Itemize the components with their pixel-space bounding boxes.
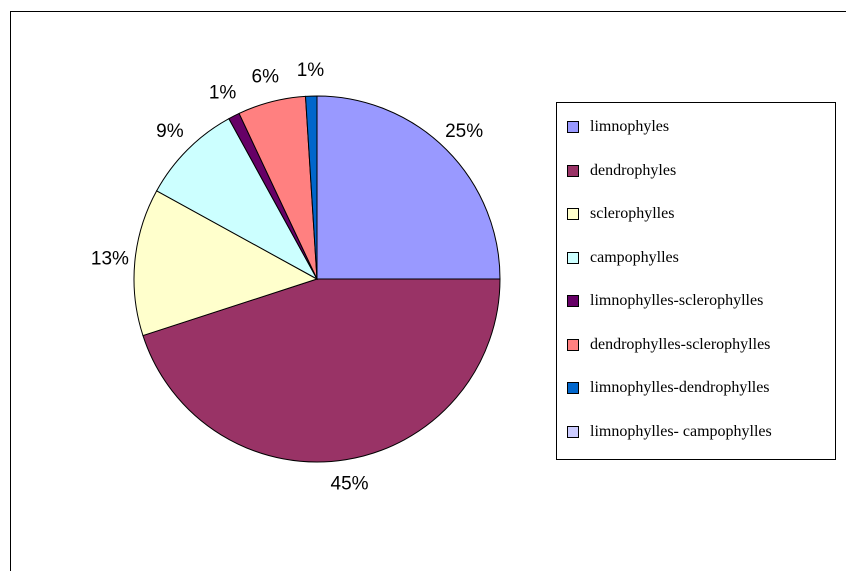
legend-item-6: limnophylles-dendrophylles bbox=[567, 377, 770, 399]
legend-item-1: dendrophyles bbox=[567, 160, 676, 182]
pie-chart: 25% 45% 13% 9% 1% 6% 1% bbox=[91, 60, 501, 494]
legend-item-4: limnophylles-sclerophylles bbox=[567, 290, 763, 312]
legend-swatch-6 bbox=[567, 382, 579, 394]
pie-slice-2 bbox=[133, 190, 319, 337]
legend-item-2: sclerophylles bbox=[567, 203, 674, 225]
data-label-3: 9% bbox=[156, 121, 184, 142]
data-label-6: 1% bbox=[297, 60, 325, 81]
data-label-0: 25% bbox=[445, 121, 483, 142]
data-label-4: 1% bbox=[209, 83, 237, 104]
legend-item-3: campophylles bbox=[567, 247, 679, 269]
legend-swatch-3 bbox=[567, 251, 579, 264]
legend-label-4: limnophylles-sclerophylles bbox=[590, 292, 764, 309]
legend-label-5: dendrophylles-sclerophylles bbox=[590, 335, 771, 353]
legend-swatch-2 bbox=[567, 208, 579, 220]
data-label-5: 6% bbox=[252, 67, 280, 88]
legend-swatch-5 bbox=[567, 338, 579, 351]
chart-area bbox=[10, 11, 846, 571]
pie-labels: 25% 45% 13% 9% 1% 6% 1% bbox=[91, 60, 483, 494]
legend-label-6: limnophylles-dendrophylles bbox=[590, 379, 770, 396]
legend-swatch-0 bbox=[567, 121, 579, 133]
pie-slice-3 bbox=[155, 117, 319, 281]
legend-item-7: limnophylles- campophylles bbox=[567, 421, 772, 443]
pie-slice-0 bbox=[316, 95, 501, 280]
legend-item-0: limnophyles bbox=[567, 116, 669, 138]
data-label-1: 45% bbox=[331, 473, 369, 494]
pie-slices bbox=[133, 95, 501, 463]
pie-slice-6 bbox=[304, 95, 318, 280]
legend-swatch-1 bbox=[567, 164, 579, 177]
legend-item-5: dendrophylles-sclerophylles bbox=[567, 334, 770, 356]
pie-slice-1 bbox=[142, 278, 501, 463]
legend-swatch-7 bbox=[567, 425, 579, 438]
legend-label-3: campophylles bbox=[590, 248, 679, 266]
legend-swatch-4 bbox=[567, 295, 579, 307]
legend-label-7: limnophylles- campophylles bbox=[590, 422, 772, 440]
legend-label-2: sclerophylles bbox=[590, 205, 675, 222]
data-label-2: 13% bbox=[91, 248, 129, 269]
legend: limnophyles dendrophyles sclerophylles camp… bbox=[556, 102, 836, 460]
legend-label-1: dendrophyles bbox=[590, 161, 677, 179]
legend-label-0: limnophyles bbox=[590, 118, 670, 135]
